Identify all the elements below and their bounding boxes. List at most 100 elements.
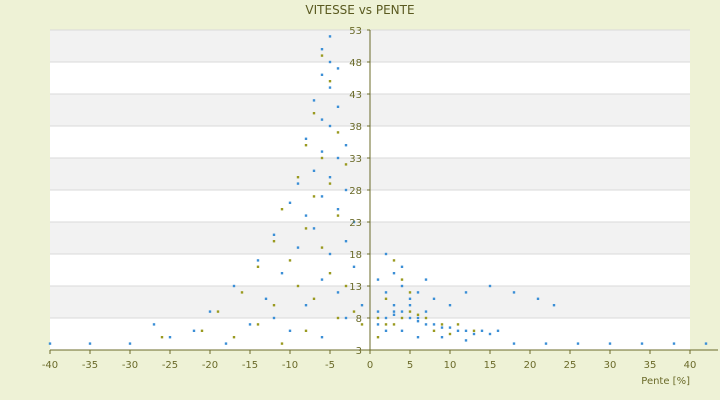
x-tick-label: -5 (325, 360, 335, 371)
data-point (336, 316, 340, 320)
data-point (344, 188, 348, 192)
data-point (336, 131, 340, 134)
data-point (328, 176, 332, 179)
data-point (312, 112, 316, 115)
y-tick-label: 18 (349, 250, 362, 261)
data-point (304, 329, 308, 332)
data-point (272, 304, 276, 307)
data-point (168, 336, 172, 339)
data-point (384, 291, 388, 294)
data-point (328, 86, 332, 89)
data-point (384, 297, 388, 300)
data-point (336, 291, 340, 294)
data-point (432, 329, 436, 332)
data-point (640, 342, 644, 345)
data-point (400, 278, 404, 281)
data-point (48, 342, 52, 345)
y-tick-label: 13 (349, 282, 362, 293)
data-point (296, 246, 300, 249)
data-point (280, 342, 284, 345)
x-axis-label: Pente [%] (641, 376, 690, 387)
data-point (240, 291, 244, 294)
data-point (200, 329, 204, 332)
data-point (336, 67, 340, 70)
data-point (256, 265, 260, 268)
x-tick-label: 30 (604, 360, 617, 371)
data-point (416, 313, 420, 316)
data-point (408, 310, 412, 313)
data-point (392, 323, 396, 326)
x-tick-label: -35 (82, 360, 98, 371)
y-tick-label: 23 (349, 218, 362, 229)
data-point (408, 297, 412, 300)
data-point (336, 208, 340, 211)
data-point (344, 163, 348, 166)
data-point (264, 297, 268, 300)
data-point (328, 60, 332, 64)
data-point (424, 310, 428, 313)
data-point (304, 137, 308, 140)
data-point (328, 252, 332, 256)
data-point (312, 169, 316, 172)
data-point (256, 323, 260, 326)
data-point (328, 272, 332, 275)
x-tick-label: 0 (367, 360, 373, 371)
data-point (672, 342, 676, 345)
data-point (296, 182, 300, 185)
data-point (344, 316, 348, 320)
data-point (440, 323, 444, 326)
x-tick-label: -40 (42, 360, 58, 371)
data-point (464, 329, 468, 332)
data-point (320, 48, 324, 51)
data-point (328, 182, 332, 185)
x-tick-label: 40 (684, 360, 697, 371)
data-point (232, 336, 236, 339)
data-point (488, 332, 492, 336)
y-tick-label: 43 (349, 90, 362, 101)
data-point (304, 227, 308, 230)
x-tick-label: 20 (524, 360, 537, 371)
data-point (192, 329, 196, 332)
data-point (464, 339, 468, 342)
data-point (576, 342, 580, 345)
data-point (352, 265, 356, 268)
data-point (480, 329, 484, 332)
x-tick-label: 15 (484, 360, 497, 371)
data-point (320, 73, 324, 76)
data-point (376, 336, 380, 339)
data-point (376, 323, 380, 326)
data-point (416, 316, 420, 320)
data-point (360, 323, 364, 326)
data-point (432, 323, 436, 326)
data-point (400, 310, 404, 313)
data-point (312, 195, 316, 198)
x-tick-label: -15 (242, 360, 258, 371)
data-point (448, 332, 452, 336)
data-point (288, 201, 292, 204)
data-point (488, 284, 492, 288)
data-point (408, 291, 412, 294)
data-point (392, 313, 396, 316)
data-point (224, 342, 228, 345)
y-tick-label: 28 (349, 186, 362, 197)
data-point (248, 323, 252, 326)
data-point (296, 284, 300, 288)
data-point (336, 156, 340, 160)
data-point (288, 329, 292, 332)
data-point (400, 284, 404, 288)
data-point (416, 291, 420, 294)
data-point (280, 208, 284, 211)
data-point (320, 195, 324, 198)
chart-title: VITESSE vs PENTE (305, 3, 414, 17)
data-point (608, 342, 612, 345)
data-point (440, 326, 444, 329)
data-point (400, 265, 404, 268)
x-tick-label: 35 (644, 360, 657, 371)
data-point (424, 323, 428, 326)
data-point (392, 259, 396, 262)
x-tick-labels: -40 -35 -30 -25 -20 -15 -10 -5 0 5 10 15 20 25 30 35 40 (42, 350, 697, 371)
data-point (400, 329, 404, 332)
data-point (416, 336, 420, 339)
data-point (296, 176, 300, 179)
